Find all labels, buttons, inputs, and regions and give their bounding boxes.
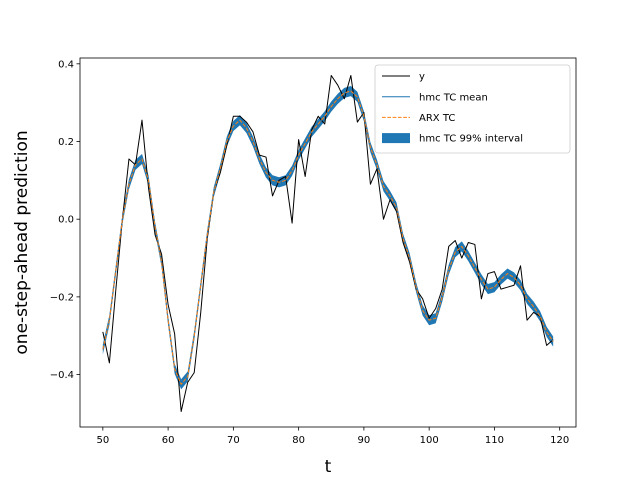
- legend-items: y hmc TC mean ARX TC hmc TC 99% interval: [382, 72, 523, 145]
- legend: y hmc TC mean ARX TC hmc TC 99% interval: [374, 64, 571, 154]
- legend-swatch-interval: [382, 133, 410, 144]
- legend-item-y: y: [419, 72, 425, 83]
- x-axis-label: t: [325, 457, 332, 477]
- x-tick-label: 80: [292, 435, 305, 446]
- series-lines-layer: [102, 74, 554, 412]
- y-axis-ticks: −0.4 −0.2 0.0 0.2 0.4: [50, 59, 80, 381]
- y-tick-label: 0.2: [58, 137, 74, 148]
- legend-item-interval: hmc TC 99% interval: [419, 134, 523, 145]
- legend-item-arx: ARX TC: [419, 113, 455, 124]
- x-tick-label: 110: [485, 435, 504, 446]
- y-tick-label: −0.4: [50, 370, 74, 381]
- y-tick-label: 0.4: [58, 59, 74, 70]
- x-tick-label: 120: [550, 435, 569, 446]
- legend-box: [374, 64, 571, 154]
- plot-frame: [79, 57, 577, 428]
- x-tick-label: 60: [162, 435, 175, 446]
- y-tick-label: 0.0: [58, 215, 74, 226]
- y-tick-label: −0.2: [50, 292, 74, 303]
- x-tick-label: 90: [358, 435, 371, 446]
- x-tick-label: 100: [420, 435, 439, 446]
- y-axis-label: one-step-ahead prediction: [12, 130, 32, 354]
- legend-item-hmc-mean: hmc TC mean: [419, 92, 488, 103]
- x-axis-ticks: 50 60 70 80 90 100 110 120: [96, 427, 569, 446]
- x-tick-label: 70: [227, 435, 240, 446]
- x-tick-label: 50: [96, 435, 109, 446]
- series-line-y: [102, 74, 554, 412]
- series-line-arx: [102, 90, 554, 385]
